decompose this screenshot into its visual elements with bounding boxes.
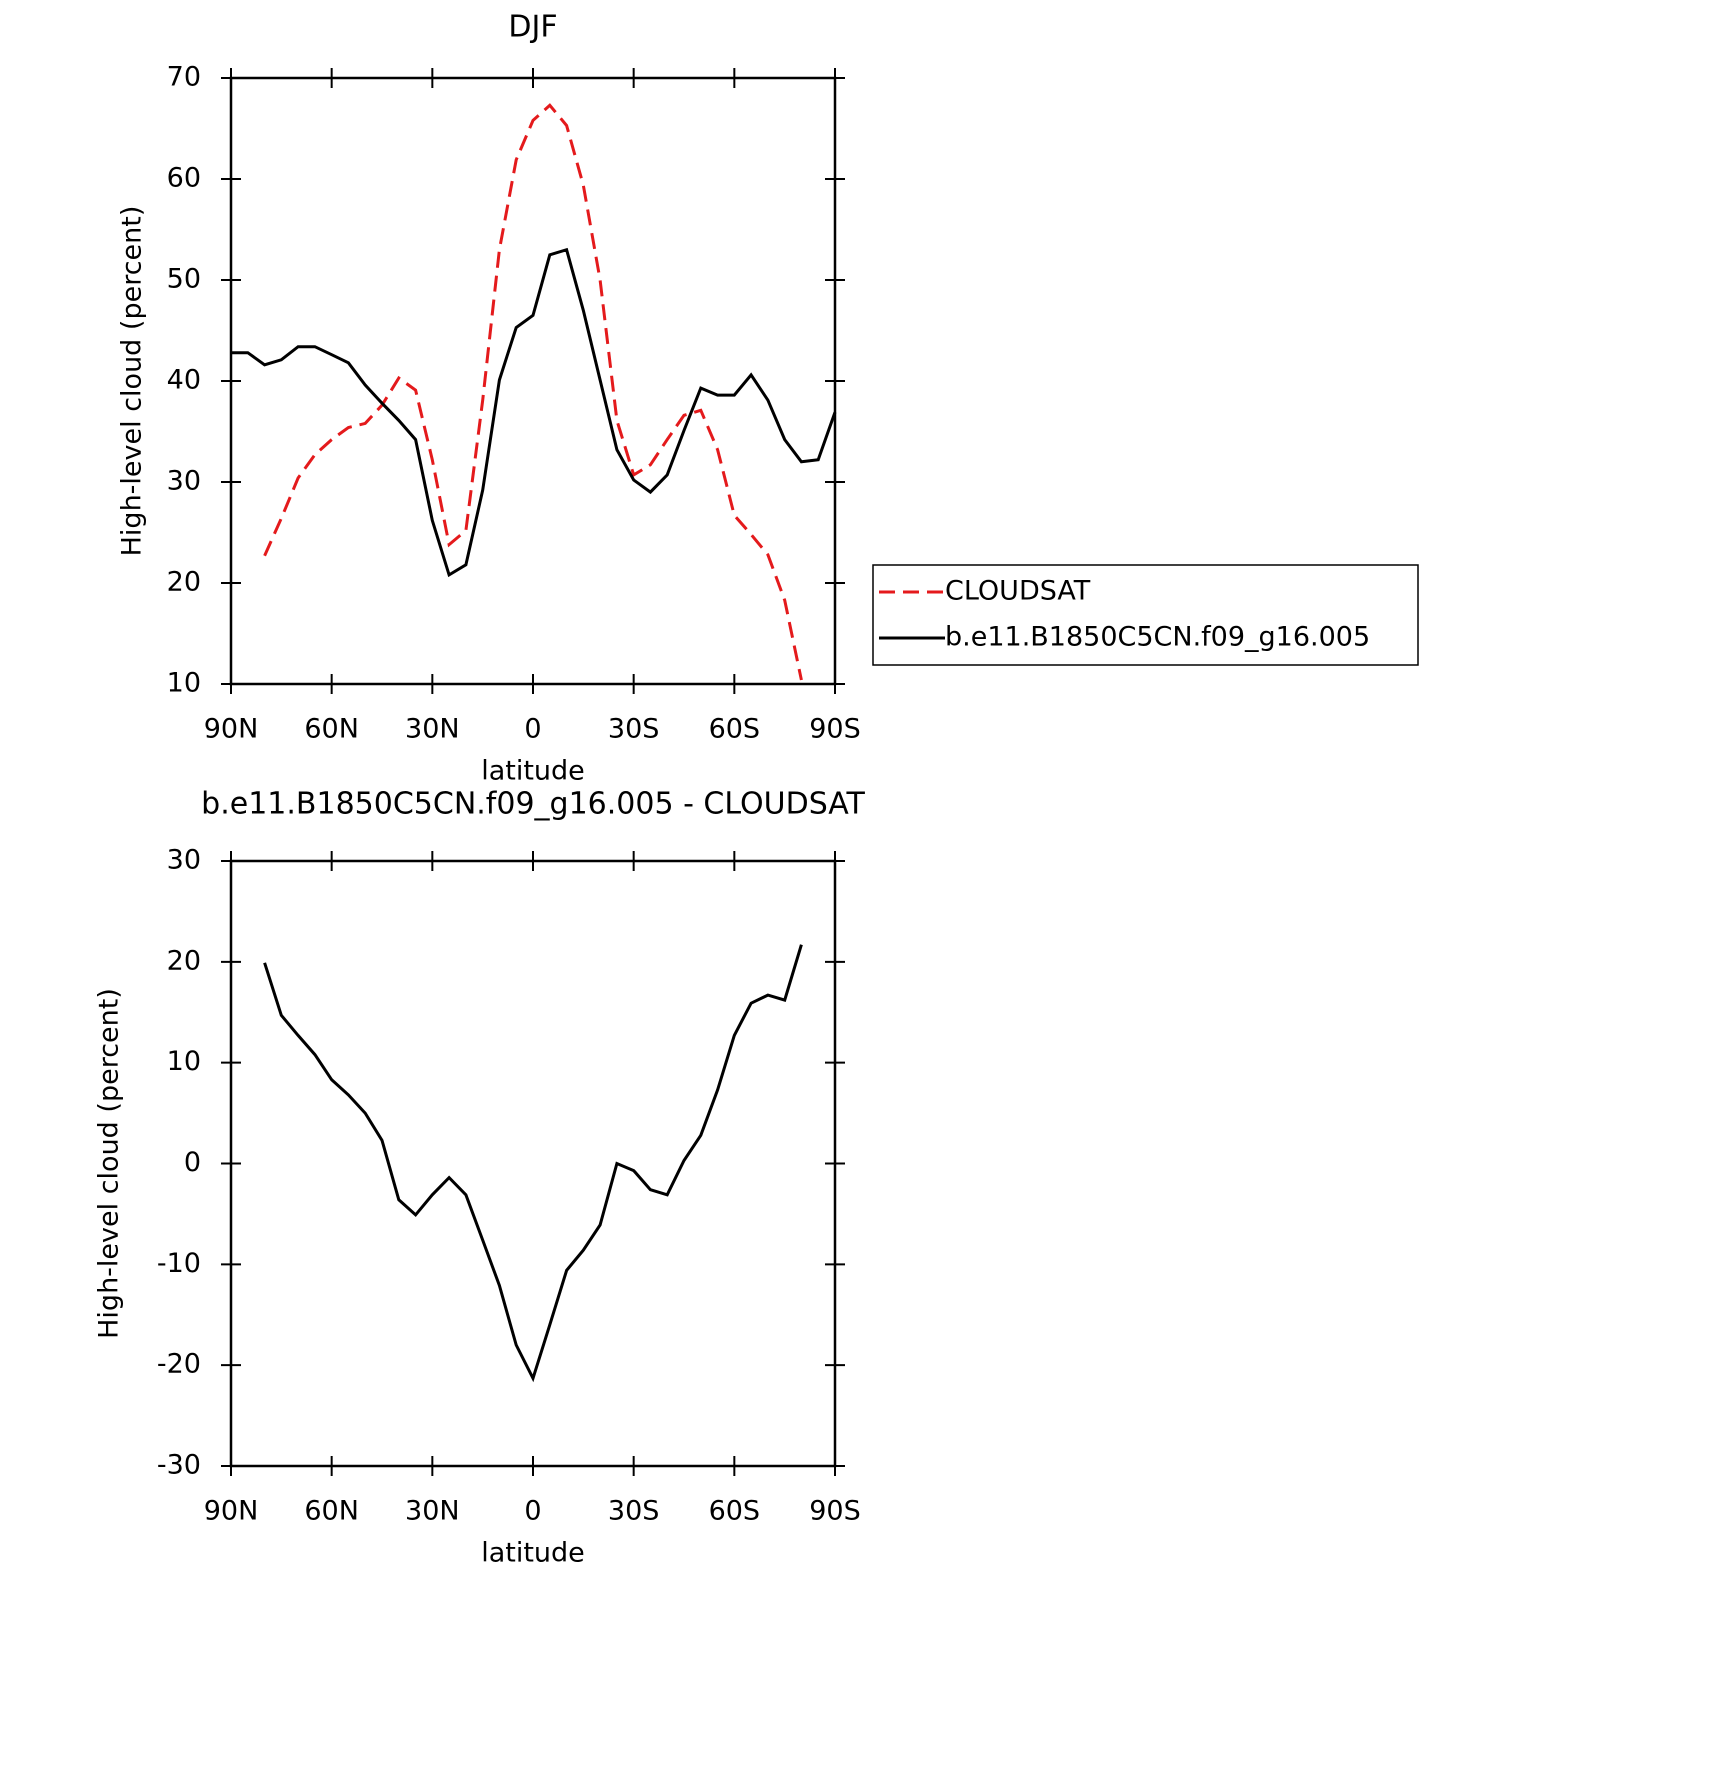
y-axis-label: High-level cloud (percent) — [94, 988, 125, 1339]
y-tick-label: 30 — [167, 466, 201, 497]
y-tick-label: 10 — [167, 668, 201, 699]
x-tick-label: 30N — [405, 1496, 460, 1527]
x-tick-label: 0 — [524, 1496, 541, 1527]
x-axis-label: latitude — [481, 1538, 585, 1569]
y-tick-label: -30 — [157, 1450, 201, 1481]
y-tick-label: 60 — [167, 163, 201, 194]
legend-box — [872, 564, 1419, 666]
legend-label: CLOUDSAT — [945, 576, 1091, 607]
y-tick-label: 10 — [167, 1046, 201, 1077]
x-tick-label: 30S — [608, 714, 660, 745]
chart-title: DJF — [508, 10, 557, 45]
data-line — [263, 944, 803, 1383]
data-line — [263, 103, 803, 681]
plot: b.e11.B1850C5CN.f09_g16.005 - CLOUDSAT la… — [94, 787, 866, 1569]
x-tick-label: 30S — [608, 1496, 660, 1527]
y-tick-label: 20 — [167, 945, 201, 976]
plot-frame — [229, 76, 837, 686]
x-tick-label: 30N — [405, 714, 460, 745]
plot-frame — [229, 859, 837, 1468]
plot: DJF latitude High-level cloud (percent) 10 2… — [117, 10, 1419, 787]
y-tick-label: 30 — [167, 845, 201, 876]
x-tick-label: 90S — [809, 1496, 861, 1527]
x-tick-label: 90N — [204, 1496, 259, 1527]
y-tick-label: -10 — [157, 1248, 201, 1279]
y-tick-label: 20 — [167, 567, 201, 598]
x-tick-label: 0 — [524, 714, 541, 745]
y-tick-label: 50 — [167, 264, 201, 295]
data-line — [231, 247, 837, 578]
x-tick-label: 60S — [709, 714, 761, 745]
y-tick-label: 0 — [184, 1147, 201, 1178]
legend-label: b.e11.B1850C5CN.f09_g16.005 — [945, 622, 1370, 653]
x-tick-label: 90N — [204, 714, 259, 745]
y-axis-label: High-level cloud (percent) — [117, 206, 148, 557]
chart-title: b.e11.B1850C5CN.f09_g16.005 - CLOUDSAT — [201, 787, 865, 822]
y-tick-label: -20 — [157, 1349, 201, 1380]
x-tick-label: 60S — [709, 1496, 761, 1527]
y-tick-label: 70 — [167, 62, 201, 93]
x-tick-label: 90S — [809, 714, 861, 745]
x-tick-label: 60N — [304, 1496, 359, 1527]
legend: CLOUDSAT b.e11.B1850C5CN.f09_g16.005 — [872, 564, 1419, 666]
y-tick-label: 40 — [167, 365, 201, 396]
x-tick-label: 60N — [304, 714, 359, 745]
x-axis-label: latitude — [481, 756, 585, 787]
